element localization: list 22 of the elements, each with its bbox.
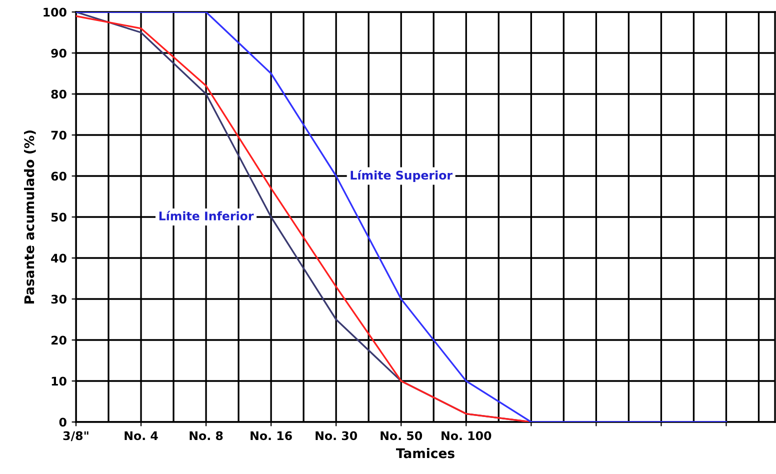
y-tick-label: 40 — [51, 254, 66, 263]
series-label: Límite Inferior — [159, 210, 254, 220]
y-tick-label: 30 — [51, 294, 66, 304]
x-tick-label: No. 100 — [442, 431, 492, 440]
y-tick-label: 100 — [44, 8, 66, 17]
x-tick-label: No. 4 — [124, 431, 158, 440]
y-tick-label: 20 — [51, 336, 66, 345]
x-tick-label: 3/8" — [63, 431, 88, 442]
y-tick-label: 50 — [51, 212, 66, 222]
y-tick-label: 90 — [51, 48, 66, 58]
y-tick-label: 70 — [51, 130, 66, 140]
y-axis-title: Pasante acumulado (%) — [24, 130, 36, 304]
y-tick-label: 10 — [52, 376, 66, 386]
x-tick-label: No. 8 — [190, 431, 223, 440]
x-axis-title: Tamices — [396, 448, 454, 458]
x-tick-label: No. 30 — [316, 431, 358, 440]
x-tick-label: No. 50 — [380, 431, 422, 440]
series-label: Límite Superior — [350, 170, 453, 182]
x-tick-label: No. 16 — [250, 431, 292, 440]
y-tick-label: 0 — [59, 418, 66, 427]
y-tick-label: 60 — [51, 172, 66, 181]
y-tick-label: 80 — [51, 90, 66, 99]
